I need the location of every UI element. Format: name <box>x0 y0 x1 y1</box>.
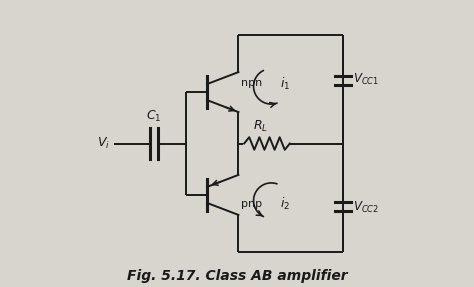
Text: $V_{CC1}$: $V_{CC1}$ <box>353 72 379 87</box>
Text: $C_1$: $C_1$ <box>146 108 162 123</box>
Text: $R_L$: $R_L$ <box>253 119 268 133</box>
Text: $i_1$: $i_1$ <box>280 75 290 92</box>
Text: $V_{CC2}$: $V_{CC2}$ <box>353 200 379 215</box>
Text: pnp: pnp <box>241 199 263 209</box>
Text: Fig. 5.17. Class AB amplifier: Fig. 5.17. Class AB amplifier <box>127 269 347 283</box>
Text: npn: npn <box>241 78 263 88</box>
Text: $i_2$: $i_2$ <box>280 195 290 212</box>
Text: $V_i$: $V_i$ <box>97 136 110 151</box>
